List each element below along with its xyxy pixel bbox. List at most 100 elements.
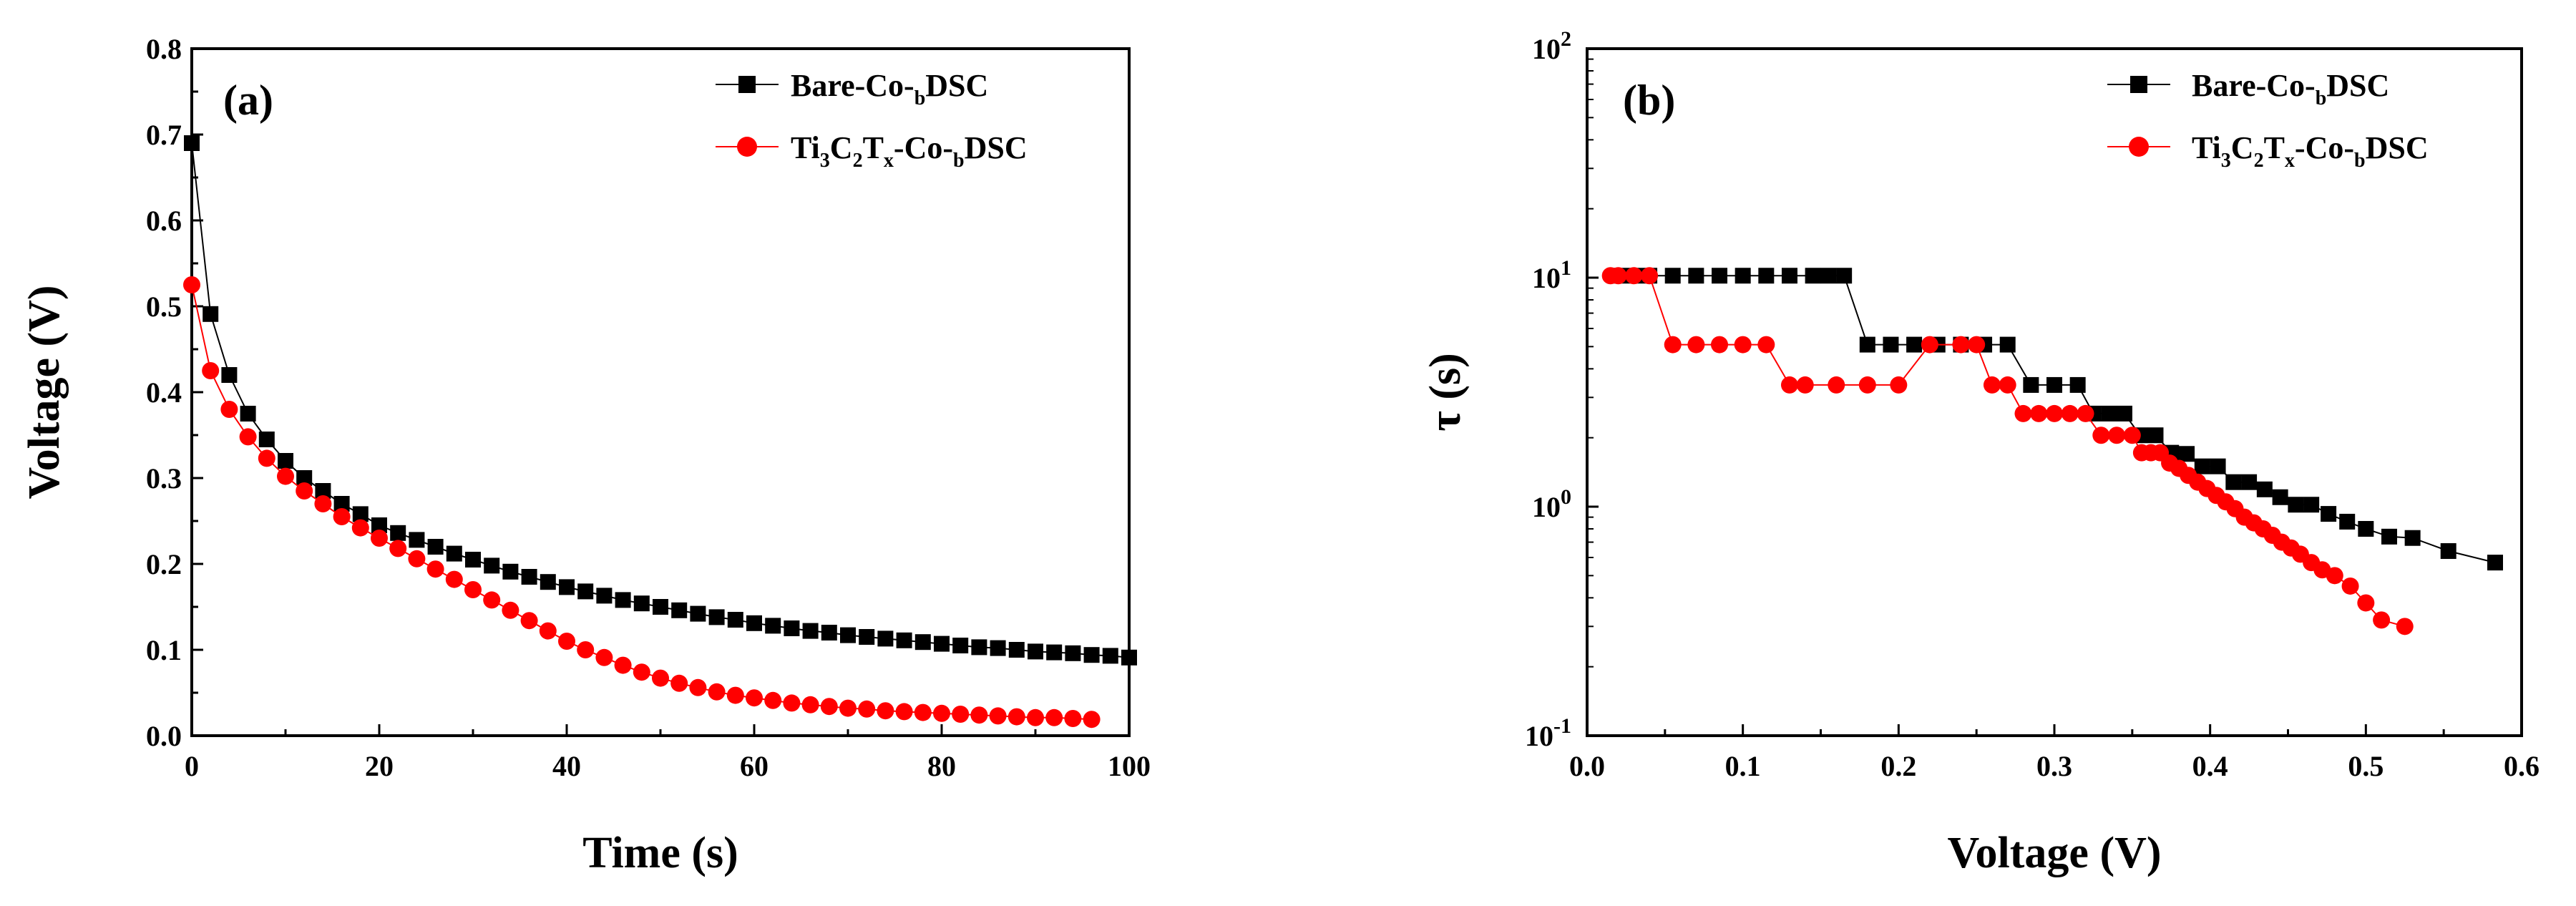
data-point-a-ti3c2tx	[670, 674, 688, 692]
x-tick-label-a: 0	[185, 750, 199, 782]
data-point-a-ti3c2tx	[1027, 708, 1044, 726]
data-point-a-ti3c2tx	[858, 700, 876, 718]
data-point-a-bare	[352, 506, 369, 522]
y-axis-title-a: Voltage (V)	[20, 285, 69, 499]
data-point-a-ti3c2tx	[1083, 711, 1101, 729]
data-point-a-bare	[278, 453, 293, 469]
data-point-b-bare	[1758, 268, 1775, 284]
x-tick-label-a: 80	[927, 750, 956, 782]
data-point-a-ti3c2tx	[614, 656, 632, 674]
data-point-b-ti3c2tx	[1734, 336, 1752, 354]
data-point-b-ti3c2tx	[2123, 427, 2141, 444]
x-tick-label-a: 100	[1108, 750, 1151, 782]
data-point-a-bare	[1083, 647, 1100, 663]
data-point-a-bare	[1008, 642, 1025, 658]
data-point-a-bare	[952, 638, 969, 653]
legend-a-label-ti: Ti3C2Tx-Co-bDSC	[791, 130, 1028, 172]
data-point-a-bare	[184, 135, 200, 151]
data-point-a-ti3c2tx	[408, 550, 426, 568]
data-point-a-ti3c2tx	[389, 540, 407, 557]
data-point-a-bare	[1121, 649, 1137, 666]
data-point-a-ti3c2tx	[1008, 708, 1025, 726]
data-point-a-ti3c2tx	[952, 706, 970, 723]
data-point-a-ti3c2tx	[202, 362, 220, 379]
data-point-a-ti3c2tx	[783, 694, 801, 712]
data-point-b-bare	[1781, 268, 1797, 284]
data-point-a-bare	[427, 539, 444, 555]
data-point-a-ti3c2tx	[989, 707, 1007, 725]
data-point-b-ti3c2tx	[1664, 336, 1682, 354]
y-tick-label-a: 0.5	[146, 291, 182, 323]
legend-b-marker-bare	[2130, 76, 2147, 93]
y-axis-title-b: τ (s)	[1421, 353, 1470, 432]
data-point-b-ti3c2tx	[1757, 336, 1775, 354]
x-tick-label-b: 0.2	[1880, 750, 1916, 782]
data-point-a-bare	[633, 595, 650, 612]
data-point-a-bare	[333, 496, 350, 512]
data-point-b-bare	[2210, 458, 2226, 474]
y-tick-label-b: 10-1	[1525, 714, 1571, 752]
data-point-b-bare	[1836, 268, 1853, 284]
data-point-b-ti3c2tx	[1890, 376, 1908, 394]
data-point-b-bare	[2069, 376, 2086, 393]
data-point-a-bare	[821, 625, 837, 640]
data-point-a-ti3c2tx	[633, 663, 650, 681]
data-point-a-bare	[577, 583, 594, 600]
data-point-a-bare	[596, 588, 613, 604]
data-point-b-bare	[1820, 268, 1837, 284]
data-point-a-bare	[784, 620, 800, 636]
data-point-a-bare	[877, 630, 894, 647]
x-tick-label-b: 0.4	[2192, 750, 2228, 782]
data-point-b-bare	[2241, 474, 2258, 490]
data-point-b-bare	[2023, 376, 2039, 393]
data-point-a-bare	[1028, 643, 1043, 660]
legend-a-marker-bare	[738, 76, 756, 93]
data-point-b-ti3c2tx	[1999, 376, 2016, 394]
data-point-a-ti3c2tx	[914, 703, 932, 721]
data-point-b-ti3c2tx	[2373, 611, 2391, 629]
data-point-b-bare	[2303, 497, 2320, 513]
data-point-a-bare	[896, 632, 912, 648]
x-axis-title-a: Time (s)	[582, 829, 738, 877]
data-point-a-ti3c2tx	[426, 560, 444, 578]
data-point-a-bare	[934, 635, 950, 652]
data-point-a-ti3c2tx	[595, 648, 613, 666]
data-point-a-bare	[708, 609, 725, 625]
y-tick-label-a: 0.6	[146, 205, 182, 237]
data-point-a-bare	[409, 532, 425, 548]
panel-a: 0 20 40 60 80 1000.00.10.20.30.40.50.60.70.8 …	[20, 33, 1151, 877]
data-point-b-ti3c2tx	[1921, 336, 1938, 354]
data-point-a-ti3c2tx	[726, 686, 744, 704]
data-point-a-ti3c2tx	[577, 641, 595, 658]
data-point-a-ti3c2tx	[239, 428, 257, 446]
data-point-a-bare	[859, 629, 875, 645]
data-point-a-ti3c2tx	[558, 633, 575, 650]
data-point-a-bare	[802, 623, 819, 639]
data-point-a-bare	[765, 618, 781, 634]
data-point-a-ti3c2tx	[220, 401, 238, 418]
data-point-b-ti3c2tx	[2014, 404, 2032, 422]
data-point-a-bare	[990, 640, 1006, 656]
y-tick-label-a: 0.3	[146, 462, 182, 495]
data-point-b-ti3c2tx	[2092, 427, 2110, 444]
y-tick-label-a: 0.7	[146, 119, 182, 151]
data-point-a-bare	[653, 599, 668, 615]
data-point-b-bare	[2046, 376, 2062, 393]
x-tick-label-a: 60	[740, 750, 769, 782]
data-point-a-ti3c2tx	[258, 449, 275, 467]
data-point-a-ti3c2tx	[652, 669, 669, 687]
data-point-a-ti3c2tx	[520, 612, 538, 630]
legend-a: Bare-Co-bDSC Ti3C2Tx-Co-bDSC	[716, 68, 1028, 172]
data-point-a-bare	[315, 483, 331, 499]
data-point-b-bare	[1688, 268, 1704, 284]
data-point-a-bare	[446, 545, 462, 562]
data-point-b-ti3c2tx	[2061, 404, 2079, 422]
y-tick-label-b: 102	[1532, 27, 1571, 65]
series-line-b-ti3c2tx	[1610, 275, 2406, 628]
x-ticks-and-y-ticks-b: 0.0 0.1 0.2 0.3 0.4 0.5 0.6 10-1 100 101 102	[1525, 27, 2540, 782]
data-point-a-bare	[221, 367, 238, 383]
data-point-b-bare	[2101, 405, 2117, 422]
data-point-b-ti3c2tx	[1641, 267, 1659, 285]
data-point-b-ti3c2tx	[1780, 376, 1798, 394]
y-tick-label-b: 100	[1532, 485, 1571, 523]
